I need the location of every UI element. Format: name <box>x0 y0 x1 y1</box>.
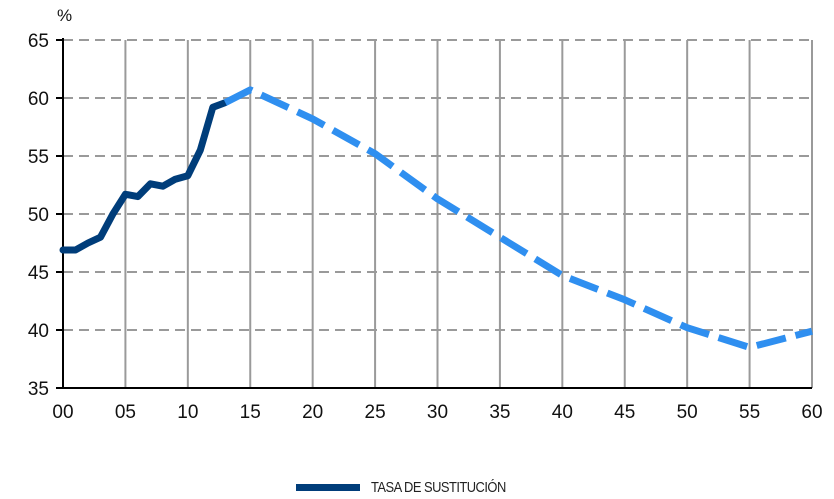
projection-series-line <box>223 86 813 351</box>
grid-layer <box>63 39 813 388</box>
y-tick-label: 50 <box>28 205 49 226</box>
axis-layer <box>56 38 812 389</box>
x-tick-label: 20 <box>302 402 323 423</box>
x-tick-label: 40 <box>552 402 573 423</box>
legend-label: TASA DE SUSTITUCIÓN <box>371 478 506 496</box>
y-tick-label: 55 <box>28 147 49 168</box>
x-tick-label: 15 <box>240 402 261 423</box>
y-axis-unit-label: % <box>57 6 73 25</box>
x-tick-label: 60 <box>801 402 822 423</box>
x-tick-label: 35 <box>489 402 510 423</box>
x-tick-label: 50 <box>677 402 698 423</box>
x-tick-label: 25 <box>365 402 386 423</box>
y-tick-label: 45 <box>28 263 49 284</box>
x-tick-label: 55 <box>739 402 760 423</box>
x-tick-label: 45 <box>614 402 635 423</box>
x-tick-label: 10 <box>177 402 198 423</box>
series-layer <box>59 86 813 351</box>
historical-series-line <box>59 99 229 254</box>
y-tick-label: 35 <box>28 379 49 400</box>
y-tick-label: 60 <box>28 89 49 110</box>
x-tick-label: 30 <box>427 402 448 423</box>
y-tick-label: 65 <box>28 31 49 52</box>
x-tick-label: 00 <box>52 402 73 423</box>
x-tick-label: 05 <box>115 402 136 423</box>
legend-swatch <box>296 483 360 491</box>
y-tick-label: 40 <box>28 321 49 342</box>
tick-label-layer: 00 05 10 15 20 25 30 35 40 45 50 55 60 35 40 45 50 55 60 65 <box>28 31 823 423</box>
line-chart: 00 05 10 15 20 25 30 35 40 45 50 55 60 35 40 45 50 55 60 65 <box>28 31 823 423</box>
legend: TASA DE SUSTITUCIÓN <box>296 478 528 496</box>
